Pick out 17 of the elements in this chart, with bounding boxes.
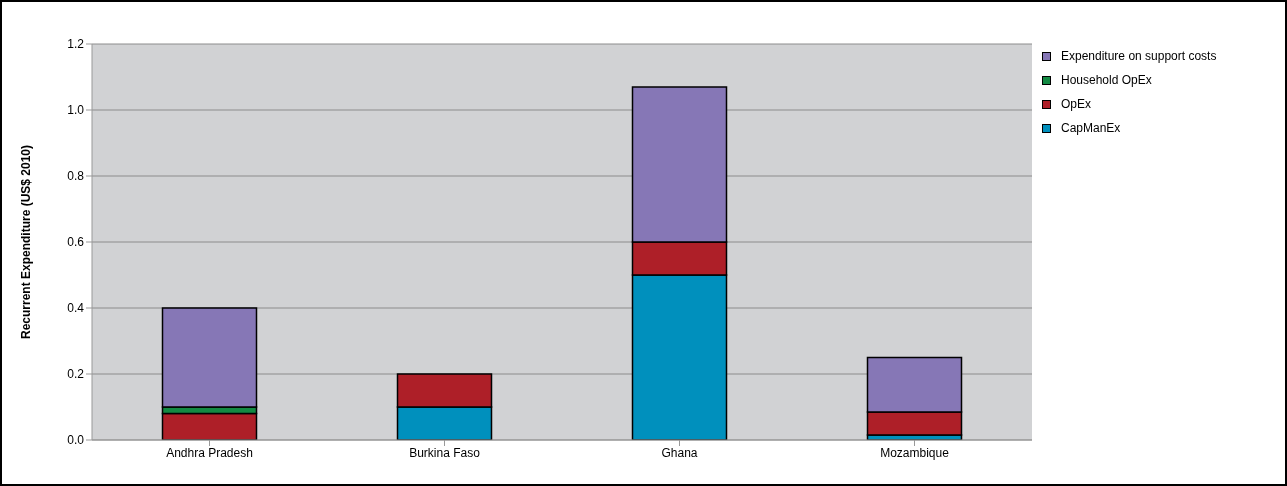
legend-label: OpEx <box>1061 97 1092 111</box>
y-tick-label: 0.0 <box>67 433 85 448</box>
y-tick-label: 1.0 <box>67 103 85 118</box>
bar <box>161 412 258 440</box>
x-tick-label: Burkina Faso <box>409 445 481 460</box>
y-tick-label: 0.8 <box>67 169 85 184</box>
x-tick-label: Mozambique <box>880 445 950 460</box>
y-tick-label: 0.2 <box>67 367 85 382</box>
y-axis-title: Recurrent Expenditure (US$ 2010) <box>19 144 34 340</box>
y-tick-label: 0.6 <box>67 235 85 250</box>
x-tick-label: Ghana <box>661 445 698 460</box>
legend-label: Expenditure on support costs <box>1061 49 1217 63</box>
legend-label: CapManEx <box>1061 121 1121 135</box>
y-tick-label: 0.4 <box>67 301 85 316</box>
x-tick-label: Andhra Pradesh <box>166 445 253 460</box>
legend-label: Household OpEx <box>1061 73 1152 87</box>
y-tick-label: 1.2 <box>67 37 85 52</box>
